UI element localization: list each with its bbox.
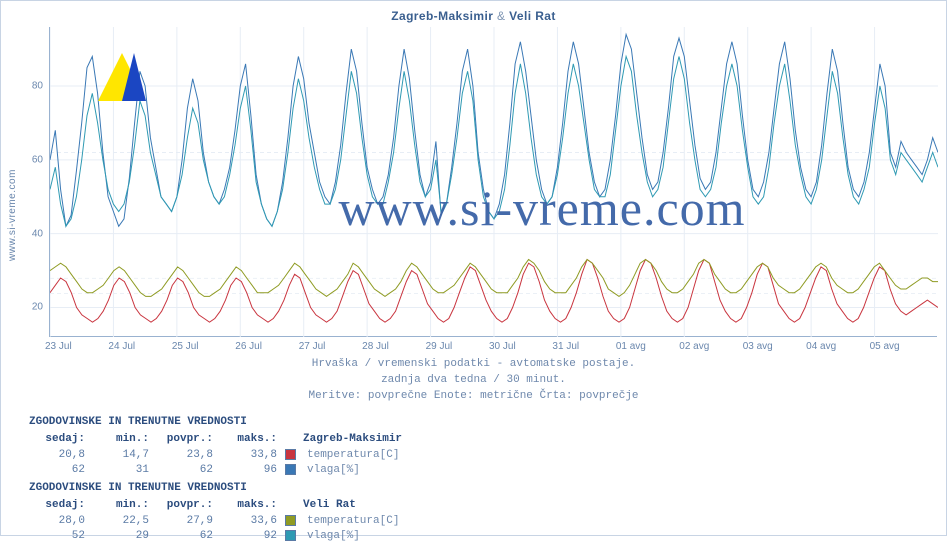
stats-title-1: ZGODOVINSKE IN TRENUTNE VREDNOSTI [29, 415, 410, 430]
stats-table-1: sedaj: min.: povpr.: maks.: Zagreb-Maksi… [29, 432, 410, 478]
subtitle-2: zadnja dva tedna / 30 minut. [1, 373, 946, 389]
hdr: povpr.: [157, 432, 221, 447]
stats-block-2: ZGODOVINSKE IN TRENUTNE VREDNOSTI sedaj:… [29, 481, 407, 545]
val: 31 [93, 463, 157, 478]
title-a: Zagreb-Maksimir [391, 9, 493, 23]
legend-label: temperatura[C] [303, 448, 410, 463]
chart-title: Zagreb-Maksimir & Veli Rat [1, 9, 946, 23]
val: 92 [221, 529, 285, 544]
val: 62 [157, 463, 221, 478]
val: 52 [29, 529, 93, 544]
legend-label: temperatura[C] [303, 514, 407, 529]
val: 27,9 [157, 514, 221, 529]
y-axis-ticks: 20406080 [21, 27, 45, 337]
val: 62 [157, 529, 221, 544]
swatch-icon [285, 515, 296, 526]
val: 33,8 [221, 448, 285, 463]
val: 29 [93, 529, 157, 544]
hdr: maks.: [221, 432, 285, 447]
legend-label: vlaga[%] [303, 529, 407, 544]
x-axis-ticks: 23 Jul24 Jul25 Jul26 Jul27 Jul28 Jul29 J… [49, 339, 937, 353]
val: 14,7 [93, 448, 157, 463]
swatch-icon [285, 464, 296, 475]
val: 62 [29, 463, 93, 478]
legend-label: vlaga[%] [303, 463, 410, 478]
val: 20,8 [29, 448, 93, 463]
stats-title-2: ZGODOVINSKE IN TRENUTNE VREDNOSTI [29, 481, 407, 496]
hdr: min.: [93, 432, 157, 447]
stats-table-2: sedaj: min.: povpr.: maks.: Veli Rat 28,… [29, 498, 407, 544]
hdr: maks.: [221, 498, 285, 513]
hdr: min.: [93, 498, 157, 513]
subtitle-3: Meritve: povprečne Enote: metrične Črta:… [1, 389, 946, 405]
val: 33,6 [221, 514, 285, 529]
side-label: www.si-vreme.com [7, 169, 18, 261]
hdr: povpr.: [157, 498, 221, 513]
val: 28,0 [29, 514, 93, 529]
title-b: Veli Rat [509, 9, 556, 23]
subtitle-block: Hrvaška / vremenski podatki - avtomatske… [1, 357, 946, 405]
subtitle-1: Hrvaška / vremenski podatki - avtomatske… [1, 357, 946, 373]
hdr: sedaj: [29, 432, 93, 447]
hdr: sedaj: [29, 498, 93, 513]
val: 23,8 [157, 448, 221, 463]
val: 96 [221, 463, 285, 478]
plot-svg [50, 27, 938, 337]
location-name: Veli Rat [303, 498, 407, 513]
title-amp: & [497, 9, 505, 23]
stats-block-1: ZGODOVINSKE IN TRENUTNE VREDNOSTI sedaj:… [29, 415, 410, 479]
swatch-icon [285, 449, 296, 460]
val: 22,5 [93, 514, 157, 529]
plot-area: www.si-vreme.com [49, 27, 937, 337]
chart-container: www.si-vreme.com Zagreb-Maksimir & Veli … [0, 0, 947, 536]
location-name: Zagreb-Maksimir [303, 432, 410, 447]
